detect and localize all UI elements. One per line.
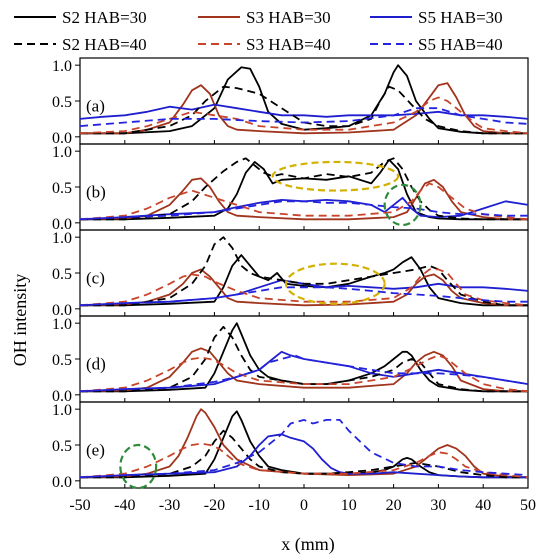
panel-4: 0.0 0.5 1.0 (e) (52, 401, 529, 491)
series-line-3 (80, 325, 528, 393)
series-line-3 (80, 85, 528, 135)
x-tick-label: -20 (204, 497, 225, 514)
series-line-2 (79, 433, 528, 479)
y-tick-label: 1.0 (52, 144, 72, 161)
panel-1: 0.0 0.5 1.0 (b) (52, 143, 529, 233)
series-line-0 (80, 158, 528, 221)
series-line-5 (79, 107, 529, 127)
y-tick-label: 0.5 (52, 94, 72, 111)
chart-panels: 0.00.51.0(a)0.00.51.0(b)0.00.51.0(c)0.00… (52, 57, 529, 491)
legend-label-3: S2 HAB=40 (62, 35, 147, 54)
panel-0: 0.0 0.5 1.0 (a) (52, 57, 529, 147)
x-tick-label: 0 (300, 497, 308, 514)
panel-label: (b) (86, 182, 106, 201)
y-tick-label: 0.0 (52, 130, 72, 147)
series-line-5 (79, 200, 528, 221)
x-tick-label: -40 (114, 497, 135, 514)
series-line-4 (79, 354, 529, 393)
highlight-circle-1 (383, 183, 422, 227)
x-tick-label: 10 (341, 497, 357, 514)
x-tick-label: -50 (69, 497, 90, 514)
y-tick-label: 0.0 (52, 302, 72, 319)
series-line-4 (79, 442, 529, 479)
panel-2: 0.0 0.5 1.0 (c) (52, 229, 529, 319)
y-tick-label: 0.5 (52, 180, 72, 197)
series-line-1 (79, 268, 528, 307)
panel-label: (c) (86, 268, 105, 287)
legend-label-1: S3 HAB=30 (246, 8, 331, 27)
y-tick-label: 0.5 (52, 266, 72, 283)
series-line-4 (79, 96, 529, 135)
y-tick-label: 1.0 (52, 58, 72, 75)
y-tick-label: 0.0 (52, 216, 72, 233)
highlight-ellipse-0 (271, 160, 400, 192)
legend-label-5: S5 HAB=40 (418, 35, 503, 54)
panel-label: (e) (86, 440, 105, 459)
series-line-5 (79, 354, 529, 393)
y-tick-label: 0.5 (52, 352, 72, 369)
panel-3: 0.0 0.5 1.0 (d) (52, 315, 529, 405)
series-line-2 (79, 103, 529, 120)
y-tick-label: 1.0 (52, 230, 72, 247)
x-tick-label: 30 (430, 497, 446, 514)
legend-label-2: S5 HAB=30 (418, 8, 503, 27)
y-axis-label: OH intensity (10, 274, 30, 367)
y-tick-label: 0.0 (52, 388, 72, 405)
series-line-3 (80, 429, 528, 479)
x-tick-label: -30 (159, 497, 180, 514)
series-line-5 (79, 419, 529, 479)
series-line-2 (79, 350, 529, 393)
panel-label: (a) (86, 96, 105, 115)
highlight-circle-3 (119, 443, 158, 490)
x-tick-label: 20 (386, 497, 402, 514)
x-tick-label: 40 (475, 497, 491, 514)
series-line-4 (79, 268, 529, 307)
series-line-4 (79, 182, 529, 221)
series-line-5 (79, 286, 528, 307)
chart-legend: S2 HAB=30 S3 HAB=30 S5 HAB=30 S2 HAB=40 S3 H… (14, 8, 503, 54)
series-line-3 (80, 236, 528, 307)
y-tick-label: 0.5 (52, 438, 72, 455)
series-line-2 (79, 279, 529, 307)
x-tick-label: 50 (520, 497, 536, 514)
x-tick-label: -10 (249, 497, 270, 514)
series-line-3 (80, 157, 528, 221)
legend-label-0: S2 HAB=30 (62, 8, 147, 27)
panel-label: (d) (86, 354, 106, 373)
x-axis: -50 -40 -30 -20 -10 0 10 20 30 40 50 (69, 497, 536, 514)
series-line-0 (80, 64, 528, 135)
y-tick-label: 1.0 (52, 316, 72, 333)
y-tick-label: 0.0 (52, 474, 72, 491)
x-axis-label: x (mm) (281, 534, 335, 555)
series-line-1 (79, 177, 528, 221)
highlight-ellipse-2 (284, 262, 386, 305)
legend-label-4: S3 HAB=40 (246, 35, 331, 54)
y-tick-label: 1.0 (52, 402, 72, 419)
